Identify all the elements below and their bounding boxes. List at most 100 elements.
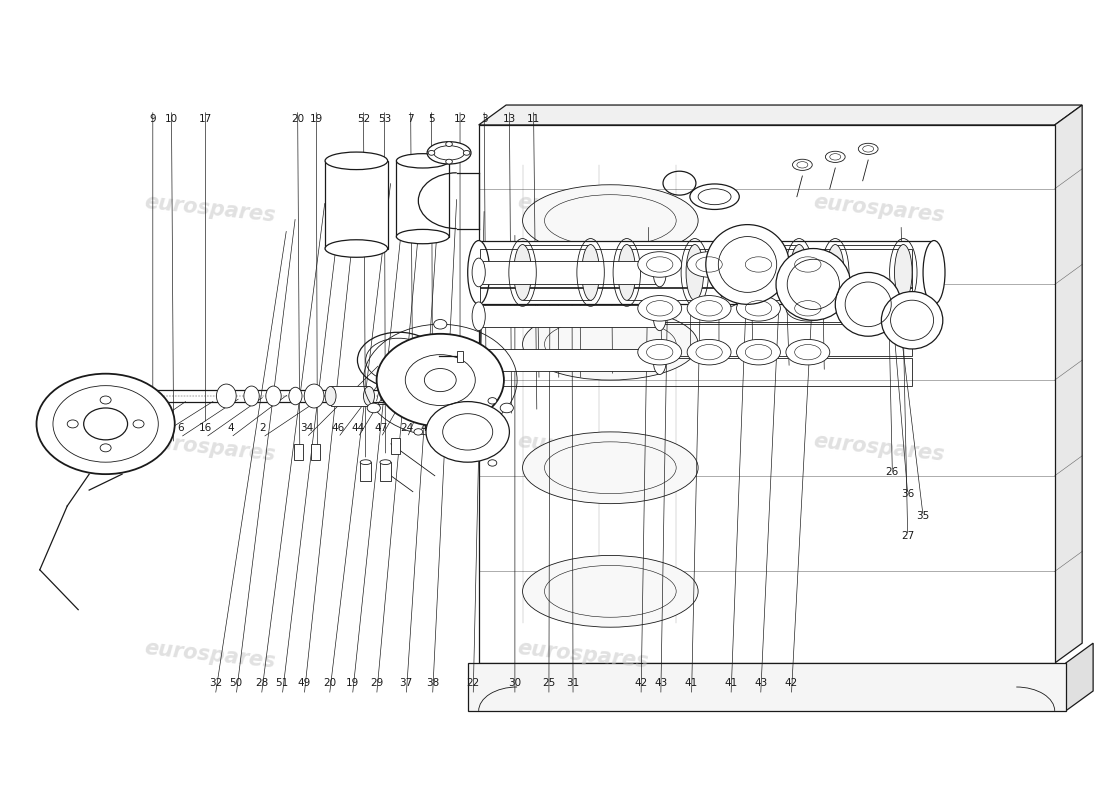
Circle shape bbox=[376, 334, 504, 426]
Text: 49: 49 bbox=[298, 678, 311, 688]
Ellipse shape bbox=[825, 151, 845, 162]
Ellipse shape bbox=[326, 386, 336, 406]
Bar bbox=[480, 358, 912, 386]
Text: 10: 10 bbox=[165, 114, 178, 124]
Circle shape bbox=[463, 150, 470, 155]
Ellipse shape bbox=[785, 252, 829, 278]
Text: 32: 32 bbox=[653, 251, 667, 262]
Text: 39: 39 bbox=[60, 423, 74, 433]
Circle shape bbox=[428, 150, 435, 155]
Circle shape bbox=[36, 374, 175, 474]
Ellipse shape bbox=[653, 258, 667, 286]
Bar bbox=[480, 324, 912, 356]
Ellipse shape bbox=[881, 291, 943, 349]
Circle shape bbox=[67, 420, 78, 428]
Text: 13: 13 bbox=[503, 114, 516, 124]
Ellipse shape bbox=[690, 184, 739, 210]
Text: 21: 21 bbox=[551, 251, 564, 262]
Text: 48: 48 bbox=[778, 251, 791, 262]
Text: 52: 52 bbox=[356, 114, 370, 124]
Bar bbox=[478, 262, 660, 284]
Text: 12: 12 bbox=[453, 114, 466, 124]
Text: 26: 26 bbox=[886, 466, 899, 477]
Bar bbox=[390, 438, 399, 454]
Text: 31: 31 bbox=[605, 251, 618, 262]
Text: 15: 15 bbox=[102, 423, 116, 433]
Ellipse shape bbox=[792, 159, 812, 170]
Text: 24: 24 bbox=[400, 423, 414, 433]
Text: 34: 34 bbox=[300, 423, 313, 433]
Text: 5: 5 bbox=[428, 114, 435, 124]
Ellipse shape bbox=[723, 245, 740, 300]
Bar bbox=[478, 125, 1055, 663]
Ellipse shape bbox=[217, 384, 236, 408]
Text: 27: 27 bbox=[901, 530, 914, 541]
Ellipse shape bbox=[360, 460, 371, 465]
Ellipse shape bbox=[379, 460, 390, 465]
Text: eurospares: eurospares bbox=[516, 192, 649, 226]
Bar bbox=[478, 241, 934, 304]
Ellipse shape bbox=[688, 339, 732, 365]
Ellipse shape bbox=[826, 245, 844, 300]
Ellipse shape bbox=[396, 154, 449, 168]
Text: 11: 11 bbox=[527, 114, 540, 124]
Text: 51: 51 bbox=[276, 678, 289, 688]
Text: 46: 46 bbox=[331, 423, 345, 433]
Ellipse shape bbox=[266, 386, 282, 406]
Bar bbox=[295, 444, 304, 460]
Text: 30: 30 bbox=[508, 678, 521, 688]
Ellipse shape bbox=[468, 241, 490, 304]
Text: 19: 19 bbox=[345, 678, 359, 688]
Text: 28: 28 bbox=[255, 678, 268, 688]
Text: 14: 14 bbox=[82, 423, 96, 433]
Ellipse shape bbox=[790, 245, 807, 300]
Ellipse shape bbox=[522, 555, 698, 627]
Text: 55: 55 bbox=[684, 251, 697, 262]
Ellipse shape bbox=[737, 339, 780, 365]
Polygon shape bbox=[1055, 105, 1082, 663]
Ellipse shape bbox=[835, 273, 901, 336]
Text: 40: 40 bbox=[126, 423, 140, 433]
Text: 7: 7 bbox=[407, 114, 414, 124]
Bar bbox=[480, 286, 912, 322]
Bar bbox=[478, 305, 660, 327]
Text: 35: 35 bbox=[916, 510, 930, 521]
Ellipse shape bbox=[522, 185, 698, 257]
Text: 17: 17 bbox=[199, 114, 212, 124]
Text: 42: 42 bbox=[784, 678, 798, 688]
Ellipse shape bbox=[305, 384, 324, 408]
Bar bbox=[522, 245, 591, 300]
Text: 23: 23 bbox=[815, 251, 828, 262]
Text: eurospares: eurospares bbox=[143, 431, 276, 465]
Ellipse shape bbox=[638, 252, 682, 278]
Ellipse shape bbox=[244, 386, 260, 406]
Ellipse shape bbox=[472, 302, 485, 330]
Text: 22: 22 bbox=[466, 678, 480, 688]
Ellipse shape bbox=[618, 245, 636, 300]
Ellipse shape bbox=[582, 245, 600, 300]
Bar bbox=[732, 245, 799, 300]
Text: eurospares: eurospares bbox=[143, 638, 276, 672]
Circle shape bbox=[488, 398, 497, 404]
Ellipse shape bbox=[776, 249, 850, 320]
Text: 42: 42 bbox=[635, 678, 648, 688]
Polygon shape bbox=[478, 105, 1082, 125]
Text: eurospares: eurospares bbox=[516, 431, 649, 465]
Text: 29: 29 bbox=[370, 678, 383, 688]
Circle shape bbox=[100, 396, 111, 404]
Bar bbox=[627, 245, 695, 300]
Bar bbox=[468, 663, 1066, 711]
Text: 4: 4 bbox=[228, 423, 234, 433]
Bar bbox=[478, 349, 660, 371]
Text: 53: 53 bbox=[377, 114, 390, 124]
Ellipse shape bbox=[289, 387, 302, 405]
Circle shape bbox=[367, 403, 381, 413]
Bar bbox=[835, 245, 903, 300]
Ellipse shape bbox=[653, 302, 667, 330]
Text: 41: 41 bbox=[725, 678, 738, 688]
Ellipse shape bbox=[894, 245, 912, 300]
Text: 37: 37 bbox=[399, 678, 412, 688]
Circle shape bbox=[433, 319, 447, 329]
Ellipse shape bbox=[706, 225, 789, 304]
Circle shape bbox=[488, 460, 497, 466]
